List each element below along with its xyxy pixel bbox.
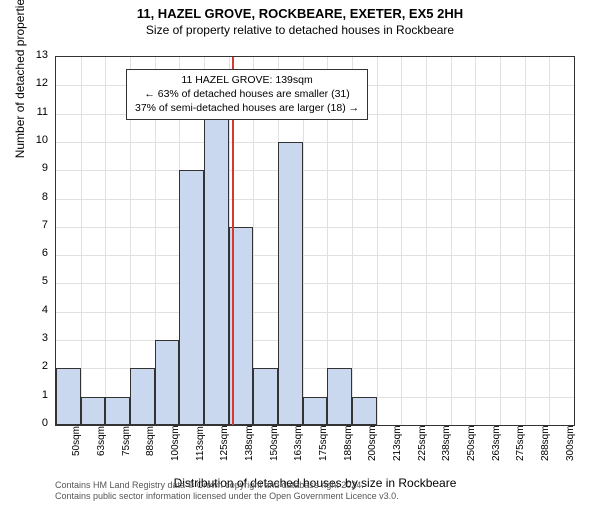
x-tick-label: 200sqm (367, 425, 378, 461)
attribution-text: Contains HM Land Registry data © Crown c… (55, 480, 399, 503)
y-tick-label: 0 (8, 417, 48, 429)
y-tick-label: 1 (8, 389, 48, 401)
y-tick-label: 8 (8, 191, 48, 203)
gridline-h (56, 255, 574, 256)
gridline-v (377, 57, 378, 425)
gridline-v (500, 57, 501, 425)
y-tick-label: 11 (8, 106, 48, 118)
histogram-bar (253, 368, 278, 425)
y-tick-label: 6 (8, 247, 48, 259)
x-tick-label: 125sqm (219, 425, 230, 461)
x-tick-label: 188sqm (343, 425, 354, 461)
x-tick-label: 275sqm (515, 425, 526, 461)
x-tick-label: 63sqm (96, 425, 107, 455)
gridline-h (56, 312, 574, 313)
gridline-h (56, 227, 574, 228)
histogram-bar (130, 368, 155, 425)
x-tick-label: 113sqm (195, 426, 206, 461)
gridline-v (81, 57, 82, 425)
gridline-v (475, 57, 476, 425)
x-tick-label: 100sqm (170, 425, 181, 461)
x-tick-label: 263sqm (491, 425, 502, 461)
x-tick-label: 250sqm (466, 425, 477, 461)
x-tick-label: 88sqm (145, 425, 156, 455)
page-subtitle: Size of property relative to detached ho… (0, 23, 600, 37)
histogram-bar (105, 397, 130, 425)
x-tick-label: 213sqm (392, 425, 403, 461)
histogram-bar (303, 397, 328, 425)
x-tick-label: 138sqm (244, 425, 255, 461)
histogram-bar (81, 397, 106, 425)
x-tick-label: 150sqm (269, 425, 280, 461)
page-title: 11, HAZEL GROVE, ROCKBEARE, EXETER, EX5 … (0, 6, 600, 21)
x-tick-label: 238sqm (441, 425, 452, 461)
y-tick-label: 12 (8, 77, 48, 89)
info-line: 37% of semi-detached houses are larger (… (135, 101, 359, 115)
x-tick-label: 288sqm (540, 425, 551, 461)
attribution-line: Contains public sector information licen… (55, 491, 399, 502)
y-tick-label: 7 (8, 219, 48, 231)
x-tick-label: 300sqm (565, 425, 576, 461)
gridline-h (56, 283, 574, 284)
info-line: ← 63% of detached houses are smaller (31… (135, 87, 359, 101)
histogram-bar (56, 368, 81, 425)
info-line: 11 HAZEL GROVE: 139sqm (135, 73, 359, 87)
gridline-h (56, 142, 574, 143)
x-tick-label: 50sqm (71, 425, 82, 455)
gridline-v (549, 57, 550, 425)
histogram-bar (352, 397, 377, 425)
property-info-box: 11 HAZEL GROVE: 139sqm← 63% of detached … (126, 69, 368, 120)
y-tick-label: 4 (8, 304, 48, 316)
y-tick-label: 3 (8, 332, 48, 344)
histogram-bar (155, 340, 180, 425)
x-tick-label: 163sqm (293, 425, 304, 461)
gridline-v (426, 57, 427, 425)
attribution-line: Contains HM Land Registry data © Crown c… (55, 480, 399, 491)
x-tick-label: 225sqm (417, 425, 428, 461)
gridline-h (56, 340, 574, 341)
gridline-v (451, 57, 452, 425)
y-tick-label: 13 (8, 49, 48, 61)
x-tick-label: 175sqm (318, 425, 329, 461)
gridline-v (105, 57, 106, 425)
y-tick-label: 5 (8, 275, 48, 287)
gridline-h (56, 199, 574, 200)
y-tick-label: 10 (8, 134, 48, 146)
y-tick-label: 2 (8, 360, 48, 372)
histogram-bar (204, 114, 229, 425)
x-tick-label: 75sqm (121, 425, 132, 455)
gridline-h (56, 170, 574, 171)
histogram-bar (278, 142, 303, 425)
histogram-bar (179, 170, 204, 425)
y-tick-label: 9 (8, 162, 48, 174)
histogram-chart: 11 HAZEL GROVE: 139sqm← 63% of detached … (55, 56, 575, 426)
gridline-v (525, 57, 526, 425)
histogram-bar (327, 368, 352, 425)
gridline-v (401, 57, 402, 425)
